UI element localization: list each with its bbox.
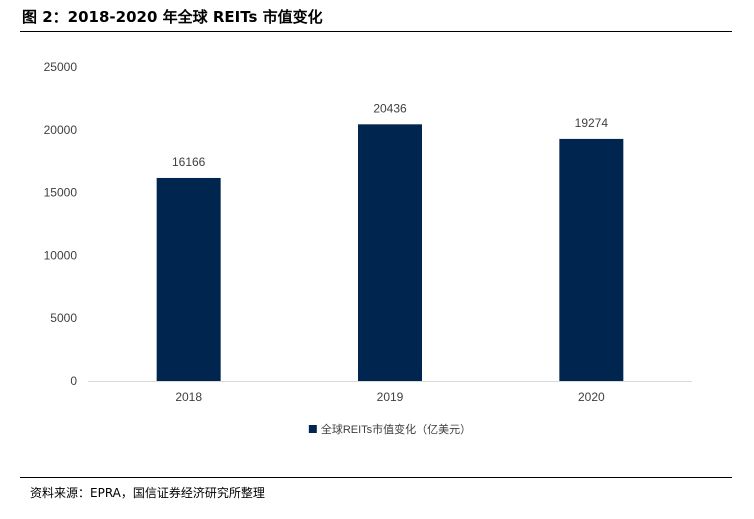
legend-label: 全球REITs市值变化（亿美元） bbox=[321, 422, 471, 436]
y-tick-label: 15000 bbox=[44, 186, 78, 200]
data-label: 20436 bbox=[373, 101, 407, 115]
source-rule bbox=[20, 477, 732, 478]
data-label: 19274 bbox=[575, 116, 609, 130]
figure-title: 图 2：2018-2020 年全球 REITs 市值变化 bbox=[22, 8, 323, 26]
y-tick-label: 0 bbox=[70, 374, 77, 388]
x-tick-label: 2019 bbox=[377, 390, 404, 404]
y-tick-label: 10000 bbox=[44, 248, 78, 262]
y-tick-label: 25000 bbox=[44, 60, 78, 74]
x-tick-label: 2018 bbox=[175, 390, 202, 404]
source-note: 资料来源：EPRA，国信证券经济研究所整理 bbox=[30, 486, 265, 500]
title-rule bbox=[20, 31, 732, 32]
x-tick-label: 2020 bbox=[578, 390, 605, 404]
legend-swatch bbox=[308, 425, 317, 433]
y-axis: 0 5000 10000 15000 20000 25000 bbox=[44, 60, 78, 388]
bars: 16166 20436 19274 bbox=[156, 101, 624, 381]
bar-2020 bbox=[559, 138, 624, 381]
bar-2019 bbox=[358, 124, 422, 381]
x-axis: 2018 2019 2020 bbox=[175, 390, 605, 404]
bar-2018 bbox=[156, 177, 221, 381]
legend: 全球REITs市值变化（亿美元） bbox=[308, 422, 471, 436]
y-tick-label: 20000 bbox=[44, 123, 78, 137]
data-label: 16166 bbox=[172, 155, 206, 169]
y-tick-label: 5000 bbox=[50, 311, 77, 325]
